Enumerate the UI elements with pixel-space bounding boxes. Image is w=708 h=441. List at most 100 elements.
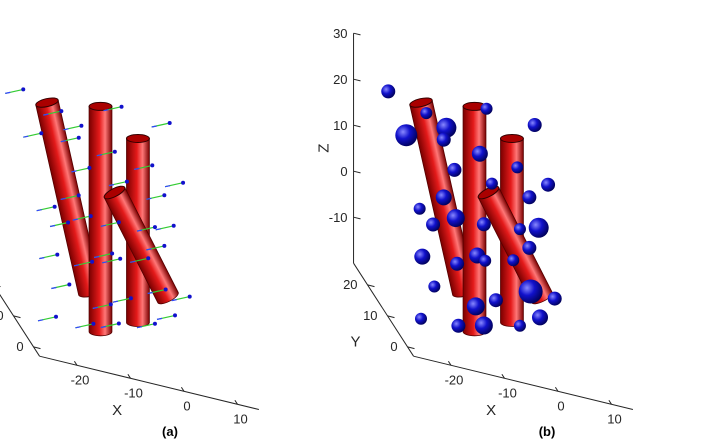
plot-area-a [5,87,192,337]
y-tick-mark [0,285,1,288]
stick-marker [147,287,168,295]
stick-marker [60,135,81,143]
x-tick-mark [554,386,559,392]
y-tick-mark [33,346,41,350]
stick-end-point [110,251,115,256]
sphere-marker [547,291,562,306]
sphere-marker [447,162,462,177]
stick-end-point [152,321,157,326]
stick-marker [103,104,124,112]
sphere-marker [480,102,493,115]
stick-tip [102,261,108,264]
stick-marker [102,256,123,264]
cylinder-cap [409,97,433,108]
stick-marker [37,314,58,322]
sphere-marker [435,189,452,206]
sphere-marker [527,118,542,132]
x-tick-label: 0 [183,398,190,413]
x-tick-mark [501,373,505,379]
sphere-marker [476,217,491,232]
sphere-marker [451,318,466,333]
x-tick-label: -10 [124,385,143,400]
z-tick-label: 30 [333,26,347,41]
stick-end-point [128,296,133,301]
stick-marker [146,243,167,251]
z-tick-mark [353,32,361,36]
stick-end-point [76,193,81,198]
cylinder-cap [103,185,126,200]
sphere-marker [511,161,524,174]
sphere-marker [446,209,465,228]
y-tick-mark [367,284,375,288]
sphere-marker [436,117,457,138]
stick-marker [100,321,121,329]
sphere-marker [485,177,498,190]
stick-tip [23,135,29,138]
stick-tip [60,140,66,143]
cylinder-cap [477,185,500,200]
stick-marker [51,282,72,290]
stick-marker [112,296,133,303]
stick-marker [39,252,60,260]
stick-end-point [119,104,124,109]
stick-tip [36,209,42,212]
stick-end-point [112,149,117,154]
stick-end-point [59,109,64,114]
sphere-marker [513,223,526,236]
sphere-marker [413,202,426,215]
stick-tip [60,197,66,200]
stick-end-point [52,204,57,209]
x-tick-label: 0 [557,398,564,413]
stick-end-point [171,223,176,228]
stick-tip [130,260,136,263]
sphere-marker [414,248,431,265]
stick-tip [100,325,106,329]
x-tick-label: -20 [445,372,464,387]
x-tick-mark [127,373,131,379]
x-tick-mark [73,360,78,366]
stick-tip [96,154,102,157]
stick-tip [73,264,80,267]
z-tick-mark [353,124,361,128]
stick-tip [94,255,100,259]
stick-end-point [167,121,172,125]
z-tick-label: 20 [333,72,347,87]
sphere-marker [507,254,520,267]
stick-tip [147,291,153,295]
stick-tip [43,113,49,116]
stick-marker [136,321,157,329]
stick-tip [100,224,106,227]
stick-tip [164,185,171,188]
stick-marker [151,121,172,128]
stick-tip [92,306,98,309]
stick-end-point [39,131,44,136]
x-tick-label: -10 [498,385,517,400]
sphere-marker [541,177,556,192]
stick-end-point [76,135,81,140]
stick-marker [100,220,121,227]
z-tick-mark [353,170,361,174]
stick-end-point [162,243,167,248]
stick-end-point [146,256,151,261]
stick-tip [136,326,143,329]
stick-end-point [54,314,58,319]
z-tick-label: -10 [329,210,348,225]
stick-marker [5,87,26,94]
y-tick-label: 0 [390,339,397,354]
panel-b: -20 -10 0 10 0 10 20 -10 0 10 20 30 X Y Z (b) [316,26,634,439]
cylinder [88,101,113,337]
axes-b: -20 -10 0 10 0 10 20 -10 0 10 20 30 X Y Z [316,26,634,426]
stick-tip [146,197,152,200]
sphere-marker [522,190,537,205]
stick-marker [36,204,57,212]
stick-tip [51,286,57,290]
x-axis-label: X [486,402,496,419]
sphere-marker [471,145,488,162]
stick-tip [63,128,69,131]
stick-marker [171,294,192,302]
stick-marker [94,251,115,259]
stick-end-point [116,321,121,326]
y-tick-mark [13,315,21,319]
z-tick-label: 0 [340,164,347,179]
x-tick-label: 10 [607,411,621,426]
